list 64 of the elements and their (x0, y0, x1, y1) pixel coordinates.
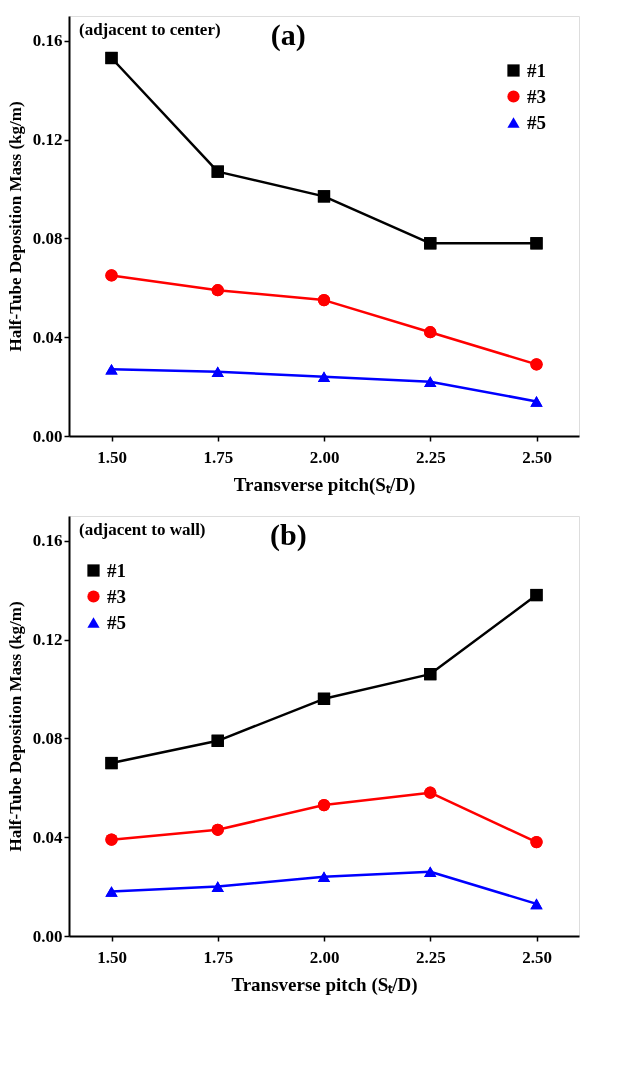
x-tick-label: 2.00 (309, 447, 340, 467)
y-tick-label: 0.00 (32, 426, 63, 446)
point (317, 371, 331, 383)
legend-label: #3 (107, 585, 126, 607)
y-tick-label: 0.12 (32, 130, 63, 150)
y-axis-title: Half-Tube Deposition Mass (kg/m) (5, 601, 25, 852)
x-tick-label: 1.50 (97, 447, 127, 467)
point (211, 881, 224, 892)
annotation: (b) (269, 518, 307, 552)
point (424, 237, 437, 250)
x-axis-title: Transverse pitch(Sₜ/D) (233, 473, 416, 496)
legend-label: #5 (527, 111, 546, 133)
point (424, 326, 437, 339)
point (530, 836, 543, 849)
y-tick-label: 0.16 (32, 531, 63, 551)
point (530, 237, 543, 250)
y-tick-label: 0.00 (32, 926, 63, 946)
point (105, 363, 118, 375)
point (317, 190, 331, 203)
point (105, 833, 118, 846)
point (317, 871, 331, 883)
legend-label: #1 (107, 559, 126, 581)
point (211, 165, 224, 178)
x-tick-label: 1.50 (97, 947, 127, 967)
x-tick-label: 2.00 (309, 947, 340, 967)
legend-label: #1 (527, 59, 546, 81)
point (530, 898, 543, 910)
y-tick-label: 0.12 (32, 630, 63, 650)
point (317, 798, 331, 812)
point (211, 734, 224, 747)
point (530, 396, 543, 407)
point (424, 786, 437, 799)
point (317, 692, 331, 705)
y-tick-label: 0.08 (32, 728, 63, 748)
annotation: (adjacent to wall) (79, 520, 206, 539)
y-tick-label: 0.04 (32, 827, 63, 847)
x-tick-label: 1.75 (203, 947, 234, 967)
point (105, 51, 118, 65)
point (211, 823, 224, 836)
point (105, 886, 118, 897)
x-tick-label: 2.25 (415, 447, 446, 467)
point (105, 756, 118, 770)
x-tick-label: 1.75 (203, 447, 234, 467)
point (211, 284, 224, 297)
point (211, 366, 224, 378)
y-tick-label: 0.16 (32, 31, 63, 51)
legend-label: #3 (527, 85, 546, 107)
y-tick-label: 0.08 (32, 228, 63, 248)
point (424, 376, 437, 387)
annotation: (a) (270, 18, 306, 52)
y-axis-title: Half-Tube Deposition Mass (kg/m) (5, 101, 25, 352)
point (317, 294, 331, 307)
point (424, 866, 437, 878)
point (530, 358, 543, 371)
annotation: (adjacent to center) (79, 20, 221, 39)
x-tick-label: 2.25 (415, 947, 446, 967)
point (530, 588, 543, 602)
x-axis-title: Transverse pitch (Sₜ/D) (231, 973, 418, 996)
x-tick-label: 2.50 (522, 947, 552, 967)
point (105, 269, 118, 282)
x-tick-label: 2.50 (522, 447, 552, 467)
point (424, 667, 437, 681)
y-tick-label: 0.04 (32, 327, 63, 347)
legend-label: #5 (107, 611, 126, 633)
